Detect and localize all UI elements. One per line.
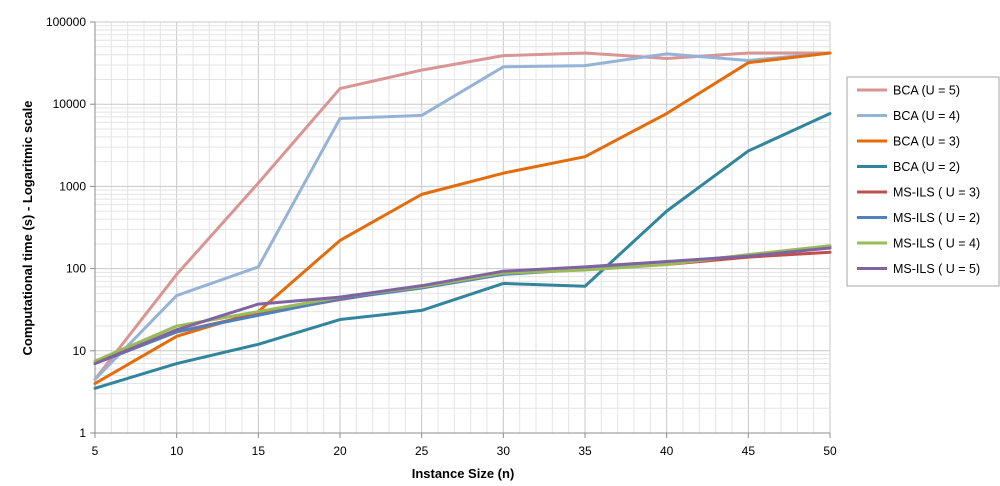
legend-label-3: BCA (U = 3) bbox=[893, 135, 960, 149]
legend-label-5: MS-ILS ( U = 3) bbox=[893, 186, 980, 200]
y-tick-label: 10000 bbox=[53, 97, 87, 111]
y-tick-label: 100000 bbox=[46, 15, 86, 29]
x-axis-title: Instance Size (n) bbox=[412, 466, 515, 481]
y-tick-label: 100 bbox=[66, 262, 86, 276]
y-tick-label: 10 bbox=[73, 344, 87, 358]
x-tick-label: 15 bbox=[252, 444, 266, 458]
x-tick-label: 35 bbox=[578, 444, 592, 458]
grid bbox=[94, 21, 831, 434]
legend-label-1: BCA (U = 5) bbox=[893, 84, 960, 98]
legend-items: BCA (U = 5) BCA (U = 4) BCA (U = 3) BCA (U … bbox=[857, 84, 980, 276]
series-line-4 bbox=[93, 112, 832, 390]
y-tick-label: 1 bbox=[79, 426, 86, 440]
legend-label-7: MS-ILS ( U = 4) bbox=[893, 237, 980, 251]
legend-label-8: MS-ILS ( U = 5) bbox=[893, 262, 980, 276]
y-tick-label: 1000 bbox=[59, 179, 86, 193]
legend: BCA (U = 5) BCA (U = 4) BCA (U = 3) BCA (U … bbox=[846, 76, 1000, 287]
y-axis-title: Computational time (s) - Logaritmic scal… bbox=[20, 101, 35, 356]
legend-label-4: BCA (U = 2) bbox=[893, 160, 960, 174]
x-tick-label: 25 bbox=[415, 444, 429, 458]
legend-box bbox=[846, 76, 1000, 287]
series-lines bbox=[93, 51, 832, 390]
series-line-8 bbox=[93, 246, 832, 366]
x-tick-label: 20 bbox=[333, 444, 347, 458]
x-tick-label: 5 bbox=[92, 444, 99, 458]
legend-label-6: MS-ILS ( U = 2) bbox=[893, 211, 980, 225]
x-tick-label: 10 bbox=[170, 444, 184, 458]
legend-label-2: BCA (U = 4) bbox=[893, 109, 960, 123]
x-tick-label: 45 bbox=[742, 444, 756, 458]
x-tick-label: 50 bbox=[823, 444, 837, 458]
tick-labels: 1 10 100 1000 10000 100000 5 10 15 20 25 30 35 40 45 50 bbox=[46, 15, 837, 458]
x-tick-label: 30 bbox=[497, 444, 511, 458]
x-tick-label: 40 bbox=[660, 444, 674, 458]
series-line-2 bbox=[93, 51, 832, 381]
